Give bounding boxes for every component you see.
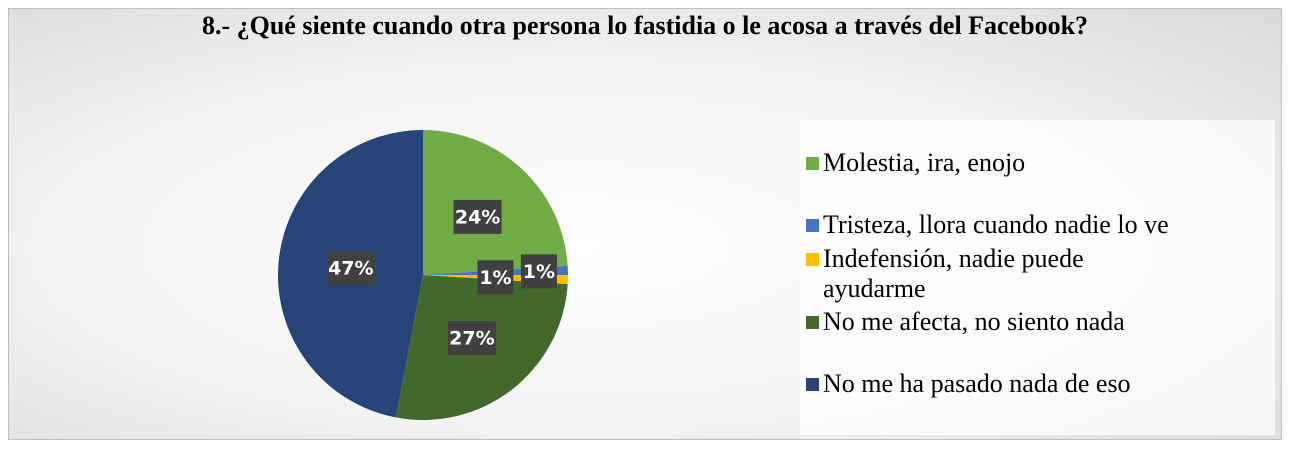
legend-label: Molestia, ira, enojo xyxy=(823,148,1026,177)
chart-title: 8.- ¿Qué siente cuando otra persona lo f… xyxy=(201,11,1089,40)
legend-item: Indefensión, nadie puede ayudarme xyxy=(806,244,1136,304)
legend-label: No me ha pasado nada de eso xyxy=(823,369,1131,398)
legend-item: No me afecta, no siento nada xyxy=(806,307,1266,337)
data-label: 47% xyxy=(328,258,373,280)
legend-label: Tristeza, llora cuando nadie lo ve xyxy=(823,210,1169,239)
legend: Molestia, ira, enojo Tristeza, llora cuan… xyxy=(800,120,1275,435)
data-label: 1% xyxy=(523,261,555,283)
data-label-box xyxy=(520,254,557,289)
legend-label: No me afecta, no siento nada xyxy=(823,307,1125,336)
data-label: 27% xyxy=(449,328,494,350)
data-label-box xyxy=(477,260,514,295)
legend-swatch xyxy=(806,316,819,329)
data-label: 24% xyxy=(455,206,500,228)
legend-item: No me ha pasado nada de eso xyxy=(806,369,1266,399)
data-label-box xyxy=(447,321,496,356)
data-label-box xyxy=(326,251,375,286)
legend-item: Molestia, ira, enojo xyxy=(806,148,1266,178)
legend-swatch xyxy=(806,378,819,391)
legend-item: Tristeza, llora cuando nadie lo ve xyxy=(806,210,1266,240)
data-label: 1% xyxy=(479,267,511,289)
legend-label: Indefensión, nadie puede ayudarme xyxy=(823,244,1084,303)
legend-swatch xyxy=(806,253,819,266)
legend-swatch xyxy=(806,219,819,232)
legend-swatch xyxy=(806,157,819,170)
data-label-box xyxy=(453,199,502,234)
